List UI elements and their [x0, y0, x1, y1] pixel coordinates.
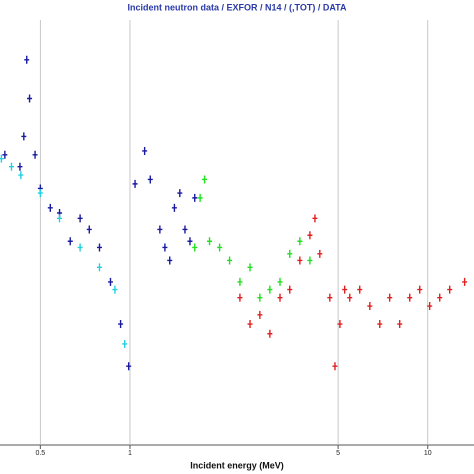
data-point — [307, 256, 313, 265]
data-point — [96, 243, 102, 252]
data-point — [317, 249, 323, 258]
data-point — [357, 285, 363, 294]
data-point — [2, 150, 8, 159]
data-point — [437, 293, 443, 302]
chart-title: Incident neutron data / EXFOR / N14 / (,… — [127, 2, 347, 12]
data-point — [257, 293, 263, 302]
data-point — [8, 162, 14, 171]
data-point — [297, 237, 303, 246]
data-point — [297, 256, 303, 265]
data-point — [132, 179, 138, 188]
data-point — [0, 154, 4, 163]
data-point — [17, 162, 23, 171]
data-point — [147, 175, 153, 184]
data-point — [257, 310, 263, 319]
data-point — [142, 146, 148, 155]
data-point — [387, 293, 393, 302]
data-point — [342, 285, 348, 294]
data-point — [267, 285, 273, 294]
data-point — [287, 285, 293, 294]
x-tick-label: 5 — [336, 450, 340, 457]
data-point — [247, 320, 253, 329]
data-point — [397, 320, 403, 329]
data-point — [57, 214, 63, 223]
data-point — [32, 150, 38, 159]
data-point — [21, 132, 27, 141]
data-point — [332, 362, 338, 371]
data-point — [277, 277, 283, 286]
data-point — [202, 175, 208, 184]
data-point — [47, 203, 53, 212]
data-point — [447, 285, 453, 294]
data-point — [24, 55, 30, 64]
x-tick-label: 0.5 — [35, 450, 45, 457]
data-point — [287, 249, 293, 258]
data-point — [307, 231, 313, 240]
data-point — [407, 293, 413, 302]
data-point — [122, 339, 128, 348]
data-point — [427, 302, 433, 311]
data-point — [187, 237, 193, 246]
data-point — [377, 320, 383, 329]
data-point — [347, 293, 353, 302]
data-point — [77, 214, 83, 223]
data-point — [227, 256, 233, 265]
data-point — [312, 214, 318, 223]
data-point — [126, 362, 132, 371]
data-point — [77, 243, 83, 252]
data-point — [167, 256, 173, 265]
data-point — [27, 94, 33, 103]
data-point — [462, 277, 468, 286]
data-point — [96, 263, 102, 272]
data-point — [67, 237, 73, 246]
data-point — [86, 225, 92, 234]
data-point — [237, 293, 243, 302]
data-point — [37, 189, 43, 198]
data-point — [197, 193, 203, 202]
x-tick-label: 10 — [424, 450, 432, 457]
data-point — [18, 171, 24, 180]
data-point — [327, 293, 333, 302]
x-tick-label: 1 — [128, 450, 132, 457]
data-point — [337, 320, 343, 329]
data-point — [182, 225, 188, 234]
data-point — [207, 237, 213, 246]
data-point — [192, 193, 198, 202]
data-point — [107, 277, 113, 286]
data-point — [112, 285, 118, 294]
data-point — [237, 277, 243, 286]
data-point — [171, 203, 177, 212]
data-point — [192, 243, 198, 252]
data-point — [267, 329, 273, 338]
data-point — [177, 189, 183, 198]
data-point — [157, 225, 163, 234]
data-point — [118, 320, 124, 329]
data-point — [247, 263, 253, 272]
data-point — [162, 243, 168, 252]
data-point — [417, 285, 423, 294]
data-point — [217, 243, 223, 252]
data-point — [277, 293, 283, 302]
data-point — [367, 302, 373, 311]
x-axis-label: Incident energy (MeV) — [190, 460, 284, 470]
